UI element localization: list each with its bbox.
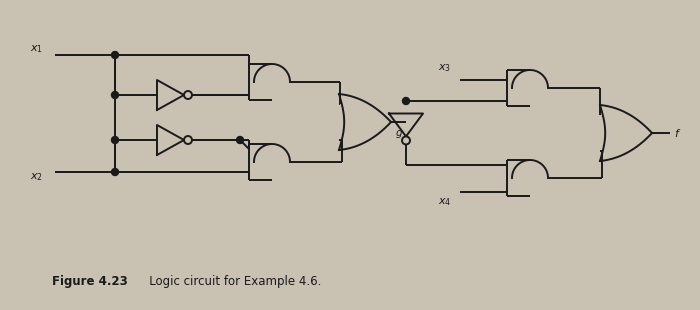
Text: $x_3$: $x_3$ bbox=[438, 62, 451, 74]
Text: $x_4$: $x_4$ bbox=[438, 196, 452, 208]
Text: Logic circuit for Example 4.6.: Logic circuit for Example 4.6. bbox=[138, 276, 321, 289]
Circle shape bbox=[402, 136, 410, 144]
Text: $f$: $f$ bbox=[674, 127, 681, 139]
Text: $x_1$: $x_1$ bbox=[30, 43, 43, 55]
Circle shape bbox=[402, 98, 409, 104]
Circle shape bbox=[111, 136, 118, 144]
Text: g: g bbox=[395, 128, 402, 138]
Circle shape bbox=[111, 91, 118, 99]
Circle shape bbox=[111, 51, 118, 59]
Circle shape bbox=[111, 169, 118, 175]
Text: Figure 4.23: Figure 4.23 bbox=[52, 276, 127, 289]
Circle shape bbox=[184, 91, 192, 99]
Circle shape bbox=[184, 136, 192, 144]
Text: $x_2$: $x_2$ bbox=[30, 171, 43, 183]
Circle shape bbox=[237, 136, 244, 144]
